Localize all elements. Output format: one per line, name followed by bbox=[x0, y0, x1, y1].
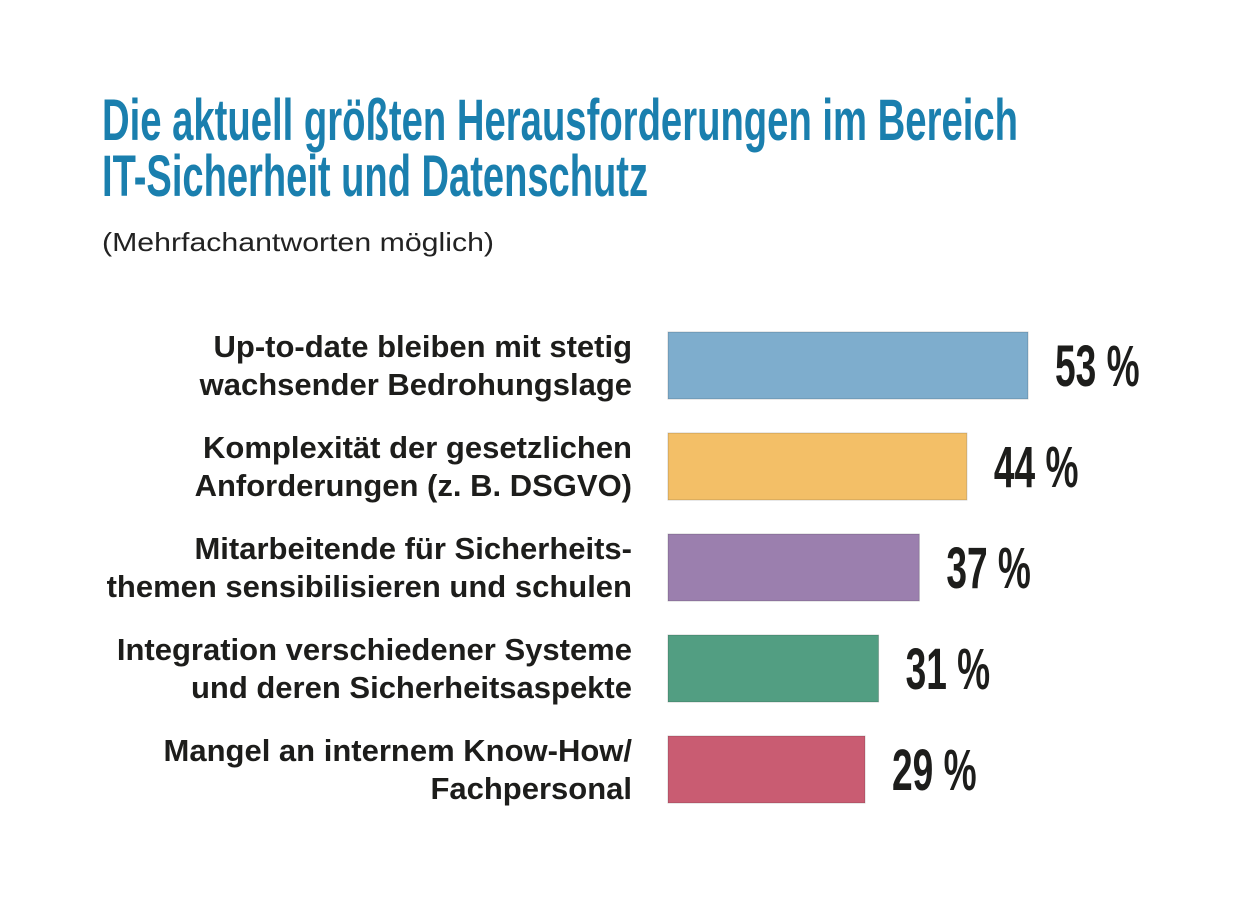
category-label: Komplexität der gesetzlichen Anforderunge… bbox=[195, 430, 632, 503]
category-label: Up-to-date bleiben mit stetig wachsender … bbox=[199, 329, 632, 402]
chart-subtitle: (Mehrfachantworten möglich) bbox=[102, 227, 494, 257]
chart-title-line-2: IT-Sicherheit und Datenschutz bbox=[102, 144, 648, 209]
category-label-line: Mangel an internem Know-How/ bbox=[164, 733, 633, 768]
bar bbox=[667, 735, 866, 804]
bar bbox=[667, 331, 1029, 400]
bar bbox=[667, 432, 968, 501]
bar-rows: Up-to-date bleiben mit stetig wachsender … bbox=[107, 329, 1140, 806]
category-label-line: Fachpersonal bbox=[430, 771, 632, 806]
value-label: 31 % bbox=[906, 638, 991, 702]
category-label-line: wachsender Bedrohungslage bbox=[199, 367, 632, 402]
value-label: 29 % bbox=[892, 739, 977, 803]
category-label-line: Up-to-date bleiben mit stetig bbox=[214, 329, 633, 364]
bar bbox=[667, 634, 880, 703]
value-label: 44 % bbox=[994, 436, 1079, 500]
category-label-line: Integration verschiedener Systeme bbox=[117, 632, 632, 667]
category-label: Mitarbeitende für Sicherheits-themen sen… bbox=[107, 531, 632, 604]
category-label-line: Anforderungen (z. B. DSGVO) bbox=[195, 468, 632, 503]
category-label-line: Mitarbeitende für Sicherheits- bbox=[194, 531, 632, 566]
bar bbox=[667, 533, 920, 602]
bar-row: Mitarbeitende für Sicherheits-themen sen… bbox=[107, 531, 1031, 604]
chart-header: Die aktuell größten Herausforderungen im… bbox=[102, 88, 1018, 257]
bar-row: Mangel an internem Know-How/Fachpersonal… bbox=[164, 733, 977, 806]
category-label: Integration verschiedener Systeme und der… bbox=[117, 632, 632, 705]
chart-title-line-1: Die aktuell größten Herausforderungen im… bbox=[102, 88, 1018, 153]
category-label-line: Komplexität der gesetzlichen bbox=[203, 430, 632, 465]
bar-row: Integration verschiedener Systeme und der… bbox=[117, 632, 990, 705]
category-label-line: themen sensibilisieren und schulen bbox=[107, 569, 632, 604]
category-label: Mangel an internem Know-How/Fachpersonal bbox=[164, 733, 633, 806]
category-label-line: und deren Sicherheitsaspekte bbox=[191, 670, 632, 705]
value-label: 37 % bbox=[946, 537, 1031, 601]
bar-row: Komplexität der gesetzlichen Anforderunge… bbox=[195, 430, 1079, 503]
value-label: 53 % bbox=[1055, 335, 1140, 399]
bar-row: Up-to-date bleiben mit stetig wachsender … bbox=[199, 329, 1140, 402]
